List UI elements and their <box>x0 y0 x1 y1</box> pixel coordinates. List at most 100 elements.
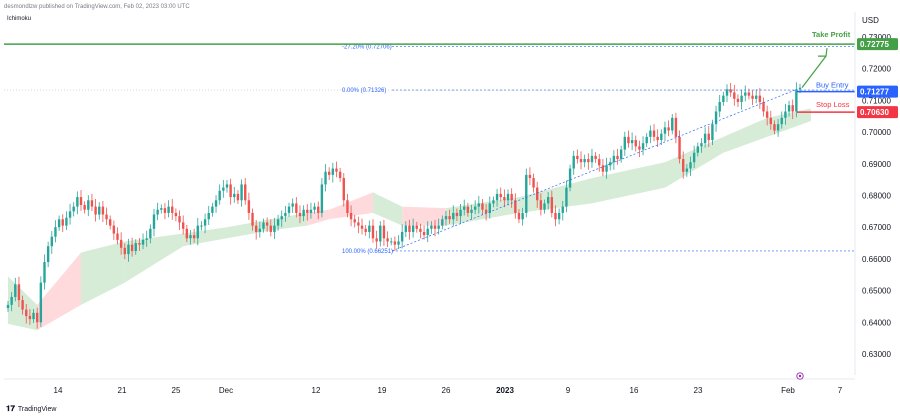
candle-body <box>247 200 251 213</box>
candle-body <box>536 187 539 201</box>
candle-body <box>532 178 535 188</box>
candle-body <box>649 130 652 137</box>
cloud-segment <box>402 206 446 226</box>
candle-body <box>400 231 404 242</box>
candle-body <box>280 216 283 220</box>
candle-body <box>415 225 418 229</box>
candle-body <box>583 159 586 163</box>
candle-body <box>309 209 313 213</box>
candle-body <box>349 212 353 220</box>
tradingview-logo-icon: 𝟏𝟕 <box>6 404 15 413</box>
candle-body <box>295 203 298 213</box>
candle-body <box>755 95 758 99</box>
candle-body <box>225 184 229 188</box>
candle-body <box>98 206 101 215</box>
price-tick: 0.72000 <box>862 65 891 74</box>
candle-body <box>667 127 670 131</box>
candle-body <box>444 216 448 220</box>
candle-body <box>733 92 736 99</box>
candle-body <box>791 105 794 112</box>
buy-entry-tag-bg <box>857 85 898 98</box>
candle-body <box>105 214 108 220</box>
candle-body <box>171 206 174 213</box>
indicator-label[interactable]: Ichimoku <box>7 16 32 22</box>
candle-body <box>528 174 532 179</box>
candle-body <box>379 225 382 242</box>
candle-body <box>317 206 320 213</box>
candle-body <box>346 200 349 213</box>
candle-body <box>492 200 495 204</box>
candle-body <box>601 165 605 172</box>
candle-body <box>787 105 791 112</box>
candle-body <box>229 184 232 198</box>
candle-body <box>61 219 64 226</box>
price-axis: 0.73000 0.72000 0.71000 0.70000 0.69000 0.680… <box>854 12 898 375</box>
candle-body <box>112 225 116 234</box>
candle-body <box>50 236 53 247</box>
candle-body <box>130 244 134 251</box>
time-tick: 23 <box>694 386 703 395</box>
candle-body <box>546 197 550 204</box>
price-tick: 0.68000 <box>862 192 891 201</box>
candle-body <box>14 284 17 297</box>
candle-body <box>174 212 178 217</box>
candle-body <box>25 309 28 316</box>
candle-body <box>65 217 68 226</box>
candle-body <box>119 239 123 248</box>
candle-body <box>306 209 309 213</box>
candle-body <box>240 184 243 201</box>
fib-label: 0.00% (0.71326) <box>342 88 386 94</box>
candle-body <box>692 152 696 163</box>
candle-body <box>587 159 590 163</box>
candle-body <box>568 168 572 188</box>
time-axis: 14 21 25 Dec 12 19 26 2023 9 16 23 Feb 7 <box>4 372 855 395</box>
fib-diagonal <box>391 89 796 252</box>
candle-body <box>138 243 141 245</box>
candle-body <box>725 89 729 96</box>
candle-body <box>744 92 747 96</box>
candle-body <box>145 238 148 240</box>
candle-body <box>251 212 254 226</box>
candle-body <box>539 200 543 210</box>
candle-body <box>729 89 732 93</box>
price-tick: 0.67000 <box>862 223 891 232</box>
candle-body <box>612 155 616 163</box>
candle-body <box>368 225 371 232</box>
candle-body <box>762 101 765 112</box>
candle-body <box>324 171 327 185</box>
candle-body <box>244 184 247 201</box>
candle-body <box>448 216 451 220</box>
candle-body <box>525 174 528 213</box>
price-tick: 0.69000 <box>862 160 891 169</box>
price-tick: 0.66000 <box>862 255 891 264</box>
candle-body <box>506 193 510 201</box>
candle-body <box>57 219 61 228</box>
candle-body <box>751 95 754 99</box>
candle-body <box>740 95 743 102</box>
candle-body <box>722 95 725 102</box>
candle-body <box>798 87 802 90</box>
candle-body <box>619 149 623 160</box>
candle-body <box>211 206 214 213</box>
candle-body <box>700 143 703 147</box>
candle-body <box>682 159 685 172</box>
footer-brand: TradingView <box>17 405 57 413</box>
candle-body <box>503 197 506 201</box>
candle-body <box>711 124 714 141</box>
target-arrow <box>801 55 827 88</box>
candle-body <box>46 246 50 263</box>
candle-body <box>382 225 386 239</box>
candle-body <box>152 214 156 229</box>
candle-body <box>660 133 663 141</box>
candle-body <box>160 208 163 210</box>
candle-body <box>645 136 648 144</box>
candle-body <box>254 225 258 232</box>
candle-body <box>437 225 440 229</box>
candle-body <box>707 133 710 141</box>
candle-body <box>10 296 13 305</box>
candle-body <box>76 197 79 207</box>
candle-body <box>638 146 641 150</box>
candle-body <box>43 262 46 283</box>
candle-body <box>101 206 105 215</box>
